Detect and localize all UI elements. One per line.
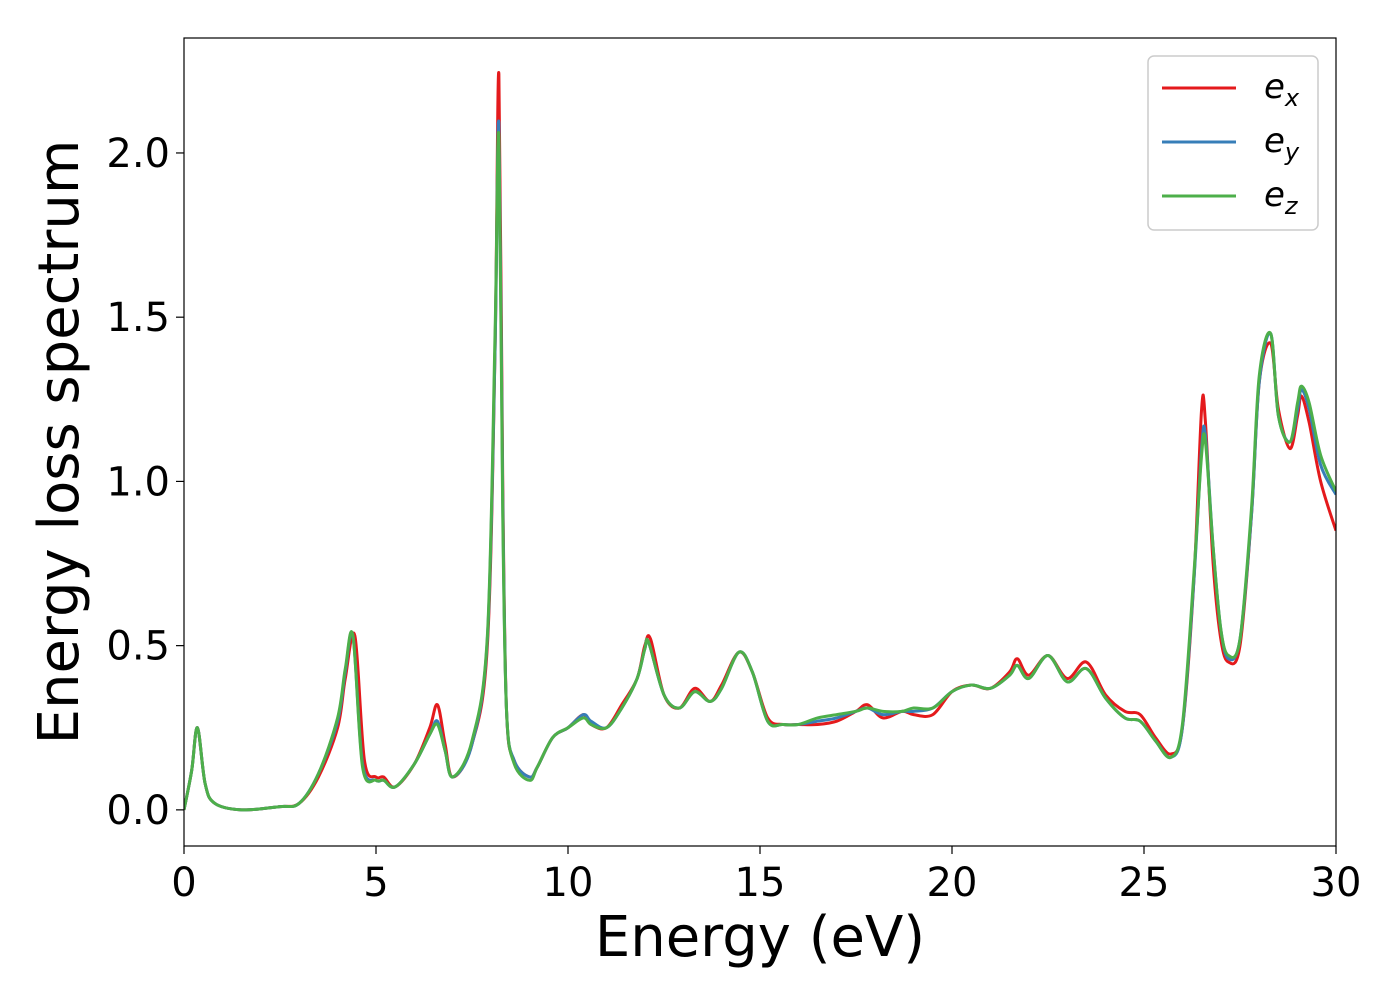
- legend: ex ey ez: [1147, 55, 1319, 231]
- x-tick-label: 5: [363, 860, 388, 906]
- x-axis-title: Energy (eV): [595, 905, 925, 970]
- x-tick-label: 0: [171, 860, 196, 906]
- y-tick-label: 1.0: [106, 459, 170, 505]
- x-axis-ticks: 0 5 10 15 20 25 30: [171, 846, 1361, 906]
- y-axis-title: Energy loss spectrum: [27, 140, 92, 745]
- y-tick-label: 1.5: [106, 295, 170, 341]
- y-tick-label: 2.0: [106, 131, 170, 177]
- x-tick-label: 30: [1311, 860, 1362, 906]
- legend-label: ex: [1264, 67, 1300, 112]
- y-tick-label: 0.5: [106, 624, 170, 670]
- y-tick-label: 0.0: [106, 788, 170, 834]
- series-line-e-z: [184, 131, 1336, 812]
- legend-label: ey: [1264, 121, 1300, 166]
- x-tick-label: 20: [927, 860, 978, 906]
- x-tick-label: 10: [543, 860, 594, 906]
- x-tick-label: 25: [1119, 860, 1170, 906]
- legend-label: ez: [1264, 175, 1299, 220]
- x-tick-label: 15: [735, 860, 786, 906]
- plot-background: [184, 38, 1336, 846]
- series-layer: [184, 71, 1336, 812]
- y-axis-ticks: 0.0 0.5 1.0 1.5 2.0: [106, 131, 184, 834]
